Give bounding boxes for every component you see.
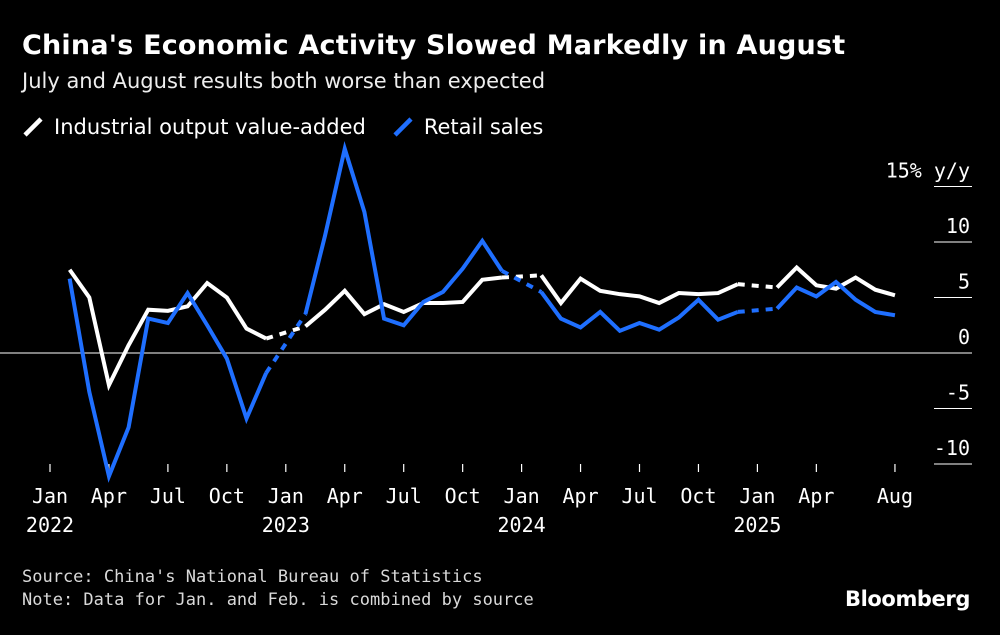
y-tick-label: -10 xyxy=(934,436,970,460)
y-tick-label: 0 xyxy=(958,325,970,349)
legend-label-retail-sales: Retail sales xyxy=(423,115,544,139)
x-tick-label: Oct xyxy=(445,484,481,508)
series-line-retail-sales xyxy=(303,141,504,328)
legend-swatch-retail-sales xyxy=(393,117,413,137)
y-tick-label: 15% y/y xyxy=(886,159,970,183)
x-tick-label: Oct xyxy=(680,484,716,508)
y-gridlines xyxy=(934,186,972,465)
y-tick-label: -5 xyxy=(946,381,970,405)
series-gap-dash xyxy=(264,313,308,375)
x-tick-label: Apr xyxy=(562,484,598,508)
x-tick-label: Apr xyxy=(91,484,127,508)
x-tick-year-label: 2025 xyxy=(733,513,781,537)
bloomberg-logo: Bloomberg xyxy=(844,587,970,611)
footer: Source: China's National Bureau of Stati… xyxy=(22,566,534,612)
x-tick-label: Aug xyxy=(877,484,913,508)
legend-item-industrial-output: Industrial output value-added xyxy=(22,115,366,139)
x-axis: Jan 2022 Apr Jul Oct Jan 2023 Apr Jul Oct Jan 2024 A… xyxy=(26,464,913,537)
y-axis-labels: 15% y/y 10 5 0 -5 -10 xyxy=(886,159,970,461)
y-tick-label: 5 xyxy=(958,270,970,294)
series-line-industrial-output xyxy=(304,275,503,328)
series-gap-dash xyxy=(737,282,778,290)
series-line-retail-sales xyxy=(539,290,739,334)
series-gap-dash xyxy=(737,306,778,314)
source-note: Source: China's National Bureau of Stati… xyxy=(22,567,483,587)
x-tick-year-label: 2024 xyxy=(498,513,546,537)
series-line-industrial-output xyxy=(775,264,896,298)
x-tick-label: Jan xyxy=(32,484,68,508)
x-tick-label: Apr xyxy=(327,484,363,508)
legend-label-industrial-output: Industrial output value-added xyxy=(54,115,366,139)
series-line-industrial-output xyxy=(539,274,739,307)
y-tick-label: 10 xyxy=(946,214,970,238)
x-tick-label: Jan xyxy=(268,484,304,508)
x-tick-label: Jul xyxy=(150,484,186,508)
legend: Industrial output value-added Retail sal… xyxy=(22,113,569,141)
series-layer xyxy=(67,141,896,483)
x-tick-label: Jul xyxy=(386,484,422,508)
x-tick-year-label: 2023 xyxy=(262,513,310,537)
data-note: Note: Data for Jan. and Feb. is combined… xyxy=(22,590,534,610)
x-tick-label: Jan xyxy=(504,484,540,508)
x-tick-label: Jan xyxy=(739,484,775,508)
series-line-industrial-output xyxy=(68,268,268,392)
series-gap-dash xyxy=(265,324,307,341)
series-line-retail-sales xyxy=(775,279,896,318)
x-tick-label: Jul xyxy=(621,484,657,508)
legend-swatch-industrial-output xyxy=(23,117,43,137)
x-tick-year-label: 2022 xyxy=(26,513,74,537)
series-gap-dash xyxy=(501,273,542,280)
x-tick-label: Apr xyxy=(798,484,834,508)
chart-title: China's Economic Activity Slowed Markedl… xyxy=(22,30,846,61)
series-line-retail-sales xyxy=(67,278,268,483)
chart-subtitle: July and August results both worse than … xyxy=(22,69,546,93)
legend-item-retail-sales: Retail sales xyxy=(392,115,544,139)
x-tick-label: Oct xyxy=(209,484,245,508)
